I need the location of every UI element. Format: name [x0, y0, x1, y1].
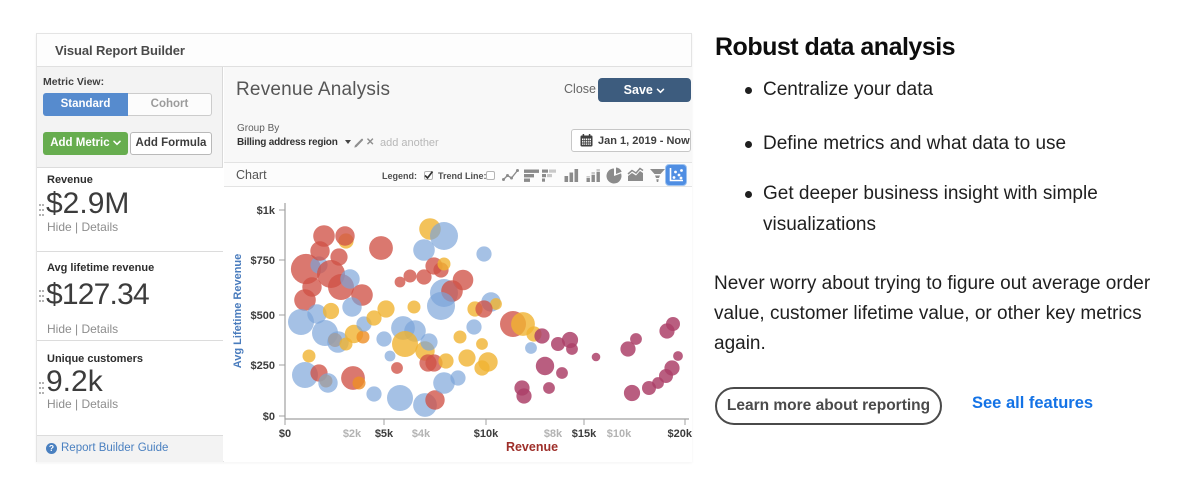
svg-text:Revenue: Revenue — [506, 440, 558, 454]
svg-text:$8k: $8k — [544, 428, 563, 440]
svg-text:$5k: $5k — [375, 428, 394, 440]
svg-text:$20k: $20k — [668, 428, 692, 440]
svg-text:$15k: $15k — [572, 428, 597, 440]
svg-text:$0: $0 — [279, 428, 291, 440]
svg-text:$250: $250 — [251, 360, 275, 372]
svg-text:$10k: $10k — [474, 428, 499, 440]
svg-text:$500: $500 — [251, 310, 275, 322]
svg-text:$10k: $10k — [607, 428, 632, 440]
svg-text:$4k: $4k — [412, 428, 431, 440]
svg-text:$0: $0 — [263, 411, 275, 423]
svg-text:Avg Lifetime Revenue: Avg Lifetime Revenue — [232, 254, 244, 369]
svg-text:$1k: $1k — [257, 205, 276, 217]
svg-text:$750: $750 — [251, 255, 275, 267]
svg-text:$2k: $2k — [343, 428, 362, 440]
